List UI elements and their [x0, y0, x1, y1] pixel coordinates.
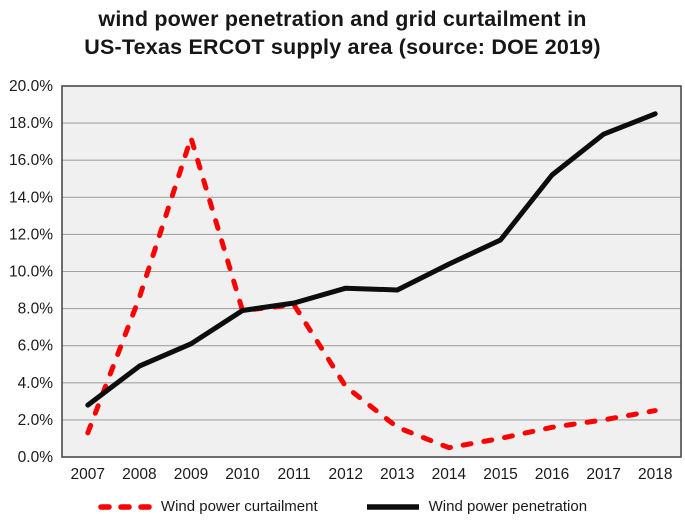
x-tick-label: 2017 [586, 466, 620, 483]
y-tick-label: 18.0% [9, 115, 53, 132]
x-tick-label: 2012 [328, 466, 362, 483]
x-tick-label: 2016 [535, 466, 569, 483]
y-tick-label: 8.0% [18, 301, 54, 318]
legend-swatch-solid-line [366, 503, 419, 510]
x-tick-label: 2013 [380, 466, 414, 483]
chart-title: wind power penetration and grid curtailm… [0, 0, 685, 61]
chart-svg: 0.0% 2.0% 4.0% 6.0% 8.0% 10.0% 12.0% 14.0% 16.0%… [9, 78, 682, 483]
x-tick-label: 2009 [174, 466, 208, 483]
x-tick-label: 2015 [483, 466, 517, 483]
y-tick-label: 4.0% [18, 375, 54, 392]
x-tick-label: 2008 [122, 466, 156, 483]
legend-item-curtailment: Wind power curtailment [98, 498, 318, 515]
series-line-0 [85, 135, 658, 451]
series-line-1 [85, 111, 658, 408]
legend-item-penetration: Wind power penetration [364, 498, 587, 515]
x-tick-label: 2011 [277, 466, 310, 483]
chart-title-line1: wind power penetration and grid curtailm… [98, 7, 587, 31]
y-tick-label: 6.0% [18, 338, 54, 355]
plot-area-border [61, 85, 682, 458]
x-tick-label: 2014 [432, 466, 467, 483]
y-tick-label: 0.0% [18, 449, 54, 466]
chart-title-line2: US-Texas ERCOT supply area (source: DOE … [84, 35, 601, 59]
y-tick-label: 12.0% [9, 226, 53, 243]
y-tick-label: 16.0% [9, 152, 53, 169]
y-tick-label: 14.0% [9, 189, 53, 206]
legend-label-curtailment: Wind power curtailment [160, 498, 318, 515]
legend-swatch-dashed-line [98, 503, 154, 510]
y-tick-label: 20.0% [9, 78, 53, 95]
x-tick-label: 2007 [71, 466, 105, 483]
chart-legend: Wind power curtailment Wind power penetr… [0, 498, 685, 515]
x-tick-label: 2018 [638, 466, 672, 483]
x-tick-label: 2010 [225, 466, 260, 483]
legend-label-penetration: Wind power penetration [428, 498, 588, 515]
y-tick-label: 2.0% [18, 412, 54, 429]
y-tick-label: 10.0% [9, 264, 53, 281]
